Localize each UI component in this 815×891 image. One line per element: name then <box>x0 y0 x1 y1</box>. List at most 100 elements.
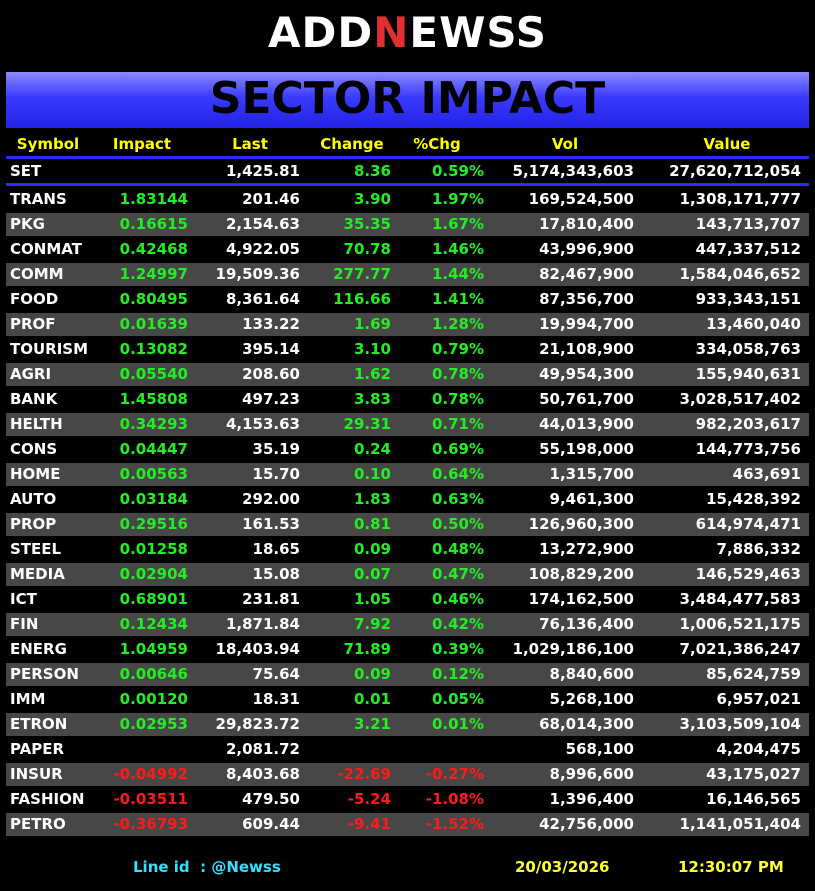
cell-last: 292.00 <box>242 490 300 508</box>
row-background <box>6 713 809 736</box>
cell-vol: 169,524,500 <box>528 190 634 208</box>
cell-vol: 68,014,300 <box>539 715 634 733</box>
cell-symbol: AUTO <box>10 490 57 508</box>
logo-part: EWSS <box>409 8 548 57</box>
cell-last: 18,403.94 <box>215 640 300 658</box>
column-header: Symbol <box>16 135 80 153</box>
cell-last: 497.23 <box>242 390 300 408</box>
cell-change: 7.92 <box>353 615 391 633</box>
cell-vol: 21,108,900 <box>539 340 634 358</box>
cell-change: 3.83 <box>353 390 391 408</box>
cell-last: 1,425.81 <box>225 162 300 180</box>
cell-value: 85,624,759 <box>706 665 801 683</box>
cell-symbol: AGRI <box>10 365 52 383</box>
cell-pct: -1.52% <box>425 815 484 833</box>
cell-symbol: SET <box>10 162 42 180</box>
cell-change: -22.69 <box>337 765 391 783</box>
row-background <box>6 463 809 486</box>
cell-last: 208.60 <box>242 365 300 383</box>
cell-impact: 0.01258 <box>119 540 188 558</box>
cell-last: 75.64 <box>252 665 300 683</box>
cell-symbol: ICT <box>10 590 37 608</box>
cell-value: 982,203,617 <box>695 415 801 433</box>
cell-impact: 1.24997 <box>119 265 188 283</box>
cell-impact: 0.02904 <box>119 565 188 583</box>
cell-pct: 0.63% <box>431 490 484 508</box>
cell-change: 1.69 <box>353 315 391 333</box>
separator <box>6 183 809 186</box>
cell-impact: 0.05540 <box>119 365 188 383</box>
cell-pct: 0.59% <box>431 162 484 180</box>
cell-impact: 0.34293 <box>119 415 188 433</box>
cell-vol: 108,829,200 <box>528 565 634 583</box>
cell-pct: 0.69% <box>431 440 484 458</box>
row-background <box>6 813 809 836</box>
cell-impact: 0.80495 <box>119 290 188 308</box>
cell-impact: 1.83144 <box>119 190 188 208</box>
row-background <box>6 663 809 686</box>
cell-symbol: IMM <box>10 690 46 708</box>
cell-last: 19,509.36 <box>215 265 300 283</box>
cell-change: 3.90 <box>353 190 391 208</box>
cell-change: 0.24 <box>353 440 391 458</box>
cell-symbol: HELTH <box>10 415 63 433</box>
cell-symbol: TOURISM <box>10 340 89 358</box>
cell-change: 0.09 <box>353 540 391 558</box>
cell-vol: 126,960,300 <box>528 515 634 533</box>
cell-vol: 8,996,600 <box>549 765 634 783</box>
cell-change: 3.10 <box>353 340 391 358</box>
cell-impact: 0.42468 <box>119 240 188 258</box>
cell-change: 71.89 <box>343 640 391 658</box>
cell-vol: 8,840,600 <box>549 665 634 683</box>
cell-pct: 0.78% <box>431 390 484 408</box>
cell-value: 143,713,707 <box>695 215 801 233</box>
cell-symbol: TRANS <box>10 190 67 208</box>
cell-pct: 0.47% <box>431 565 484 583</box>
cell-vol: 42,756,000 <box>539 815 634 833</box>
cell-last: 161.53 <box>242 515 300 533</box>
cell-vol: 1,029,186,100 <box>512 640 634 658</box>
cell-last: 1,871.84 <box>225 615 300 633</box>
separator <box>6 156 809 159</box>
cell-change: 0.07 <box>353 565 391 583</box>
cell-last: 231.81 <box>242 590 300 608</box>
cell-vol: 87,356,700 <box>539 290 634 308</box>
cell-change: 35.35 <box>343 215 391 233</box>
cell-value: 13,460,040 <box>706 315 801 333</box>
cell-last: 133.22 <box>242 315 300 333</box>
cell-last: 4,153.63 <box>225 415 300 433</box>
cell-pct: -0.27% <box>425 765 484 783</box>
cell-impact: 0.29516 <box>119 515 188 533</box>
cell-pct: 0.79% <box>431 340 484 358</box>
cell-impact: 0.01639 <box>119 315 188 333</box>
cell-last: 2,081.72 <box>225 740 300 758</box>
cell-impact: -0.04992 <box>113 765 188 783</box>
cell-impact: 0.13082 <box>119 340 188 358</box>
cell-vol: 13,272,900 <box>539 540 634 558</box>
cell-value: 15,428,392 <box>706 490 801 508</box>
cell-pct: 0.50% <box>431 515 484 533</box>
cell-pct: 0.78% <box>431 365 484 383</box>
cell-pct: 1.28% <box>431 315 484 333</box>
cell-pct: 1.44% <box>431 265 484 283</box>
cell-pct: 1.97% <box>431 190 484 208</box>
cell-value: 146,529,463 <box>695 565 801 583</box>
cell-last: 18.31 <box>252 690 300 708</box>
column-header: Change <box>320 135 384 153</box>
cell-last: 15.70 <box>252 465 300 483</box>
row-background <box>6 213 809 236</box>
cell-change: -9.41 <box>347 815 391 833</box>
cell-value: 463,691 <box>732 465 801 483</box>
cell-impact: -0.36793 <box>113 815 188 833</box>
cell-change: 116.66 <box>333 290 391 308</box>
column-header: Impact <box>112 135 172 153</box>
cell-symbol: PERSON <box>10 665 79 683</box>
date: 20/03/2026 <box>515 858 610 876</box>
cell-symbol: CONS <box>10 440 58 458</box>
cell-pct: -1.08% <box>425 790 484 808</box>
cell-change: 70.78 <box>343 240 391 258</box>
title: SECTOR IMPACT <box>209 73 606 124</box>
cell-symbol: MEDIA <box>10 565 65 583</box>
cell-last: 8,361.64 <box>225 290 300 308</box>
cell-pct: 1.41% <box>431 290 484 308</box>
